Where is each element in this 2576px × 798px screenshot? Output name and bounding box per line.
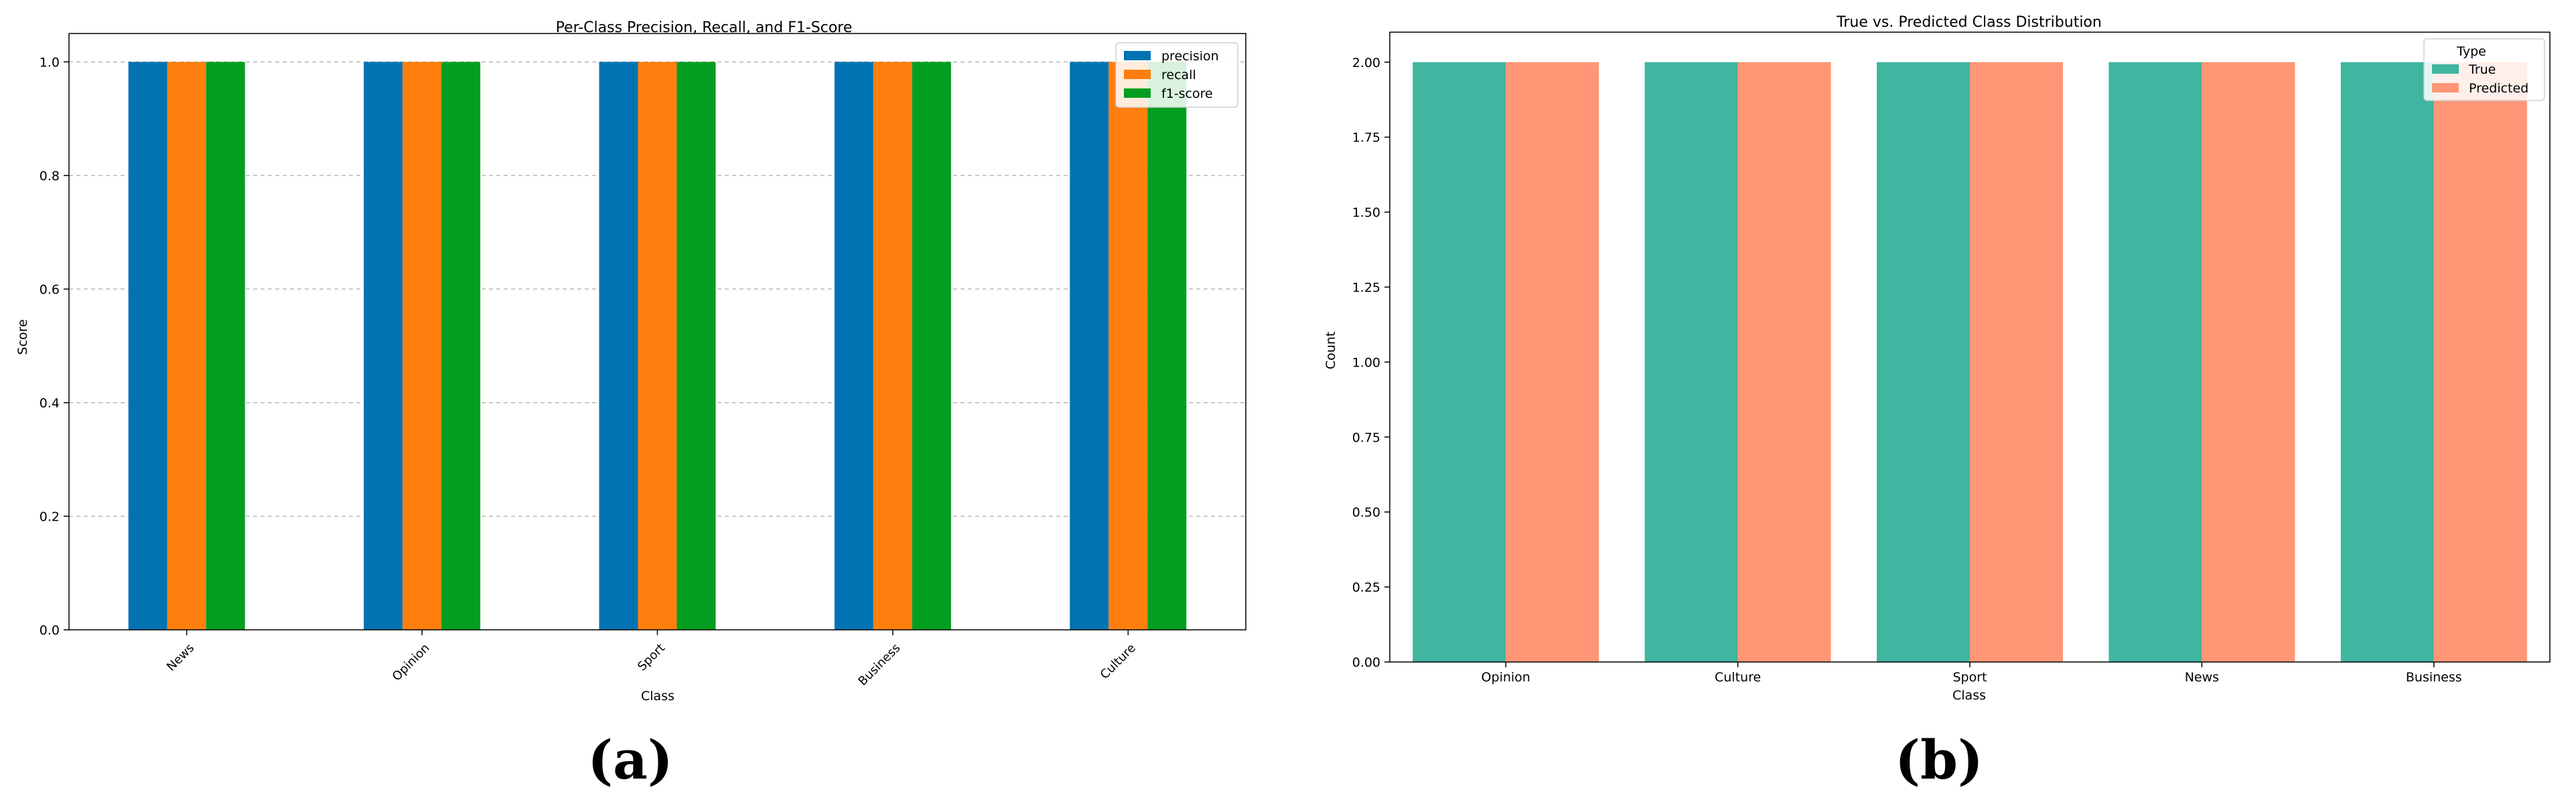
chart-a-bar-recall-news: [167, 62, 206, 630]
chart-a-legend-swatch: [1124, 51, 1151, 60]
chart-a-y-tick-label: 0.8: [40, 169, 60, 184]
chart-b-y-tick-label: 0.25: [1352, 580, 1380, 595]
chart-b-y-tick-label: 2.00: [1352, 56, 1380, 70]
chart-b-x-tick-label: Opinion: [1482, 670, 1530, 685]
chart-a-y-tick-label: 0.2: [40, 509, 60, 524]
chart-a-bar-recall-sport: [638, 62, 677, 630]
chart-b-bar-true-sport: [1877, 62, 1970, 662]
chart-b-y-ticks: 0.00 0.25 0.50 0.75 1.00 1.25 1.50 1.75 2.00: [1352, 56, 1390, 670]
chart-b-bar-true-culture: [1644, 62, 1738, 662]
chart-b-y-tick-label: 1.50: [1352, 206, 1380, 220]
chart-a-x-tick-label: Business: [855, 641, 903, 689]
chart-a-bar-recall-business: [873, 62, 912, 630]
chart-a-bar-f1-score-culture: [1147, 62, 1187, 630]
chart-a-x-tick-label: Sport: [635, 641, 668, 674]
chart-b-y-tick-label: 1.00: [1352, 355, 1380, 370]
chart-a-y-ticks: 0.0 0.2 0.4 0.6 0.8 1.0: [40, 55, 69, 638]
chart-a-bar-precision-business: [834, 62, 873, 630]
chart-a-bar-precision-news: [128, 62, 167, 630]
chart-b-title: True vs. Predicted Class Distribution: [1836, 14, 2102, 31]
chart-a-x-ticks: News Opinion Sport Business Culture: [164, 630, 1139, 689]
chart-a-x-tick-label: Opinion: [390, 641, 433, 684]
chart-a-bar-f1-score-business: [912, 62, 951, 630]
chart-a-y-tick-label: 1.0: [40, 55, 60, 70]
chart-b-y-tick-label: 0.50: [1352, 505, 1380, 520]
chart-b-x-ticks: Opinion Culture Sport News Business: [1482, 662, 2462, 685]
chart-b-legend-label: Predicted: [2469, 81, 2528, 96]
chart-b-legend-swatch: [2432, 64, 2459, 74]
chart-b-bar-true-news: [2108, 62, 2202, 662]
chart-a-x-label: Class: [641, 689, 674, 704]
chart-b-y-tick-label: 1.75: [1352, 131, 1380, 145]
chart-b-bar-true-business: [2340, 62, 2434, 662]
chart-a-bar-recall-culture: [1108, 62, 1148, 630]
chart-b-bar-predicted-business: [2433, 62, 2527, 662]
chart-a-legend-label: f1-score: [1161, 86, 1213, 101]
chart-a-bar-f1-score-opinion: [441, 62, 481, 630]
chart-b-x-label: Class: [1952, 688, 1986, 703]
chart-a-y-tick-label: 0.6: [40, 282, 60, 297]
panel-label-a: (a): [587, 728, 673, 791]
chart-b-y-label: Count: [1323, 332, 1338, 369]
chart-a-x-tick-label: News: [164, 641, 197, 674]
chart-a-x-tick-label: Culture: [1098, 641, 1139, 682]
chart-b-y-tick-label: 0.00: [1352, 655, 1380, 670]
chart-b-x-tick-label: Culture: [1715, 670, 1761, 685]
chart-b-y-tick-label: 1.25: [1352, 280, 1380, 295]
chart-a-legend: precision recall f1-score: [1115, 42, 1238, 108]
chart-a-bar-recall-opinion: [403, 62, 442, 630]
chart-a-bars: [128, 62, 1187, 630]
chart-b-legend-swatch: [2432, 83, 2459, 92]
chart-a-legend-swatch: [1124, 88, 1151, 98]
chart-b-x-tick-label: Sport: [1952, 670, 1987, 685]
chart-a-legend-label: recall: [1161, 68, 1196, 82]
chart-a-y-tick-label: 0.4: [40, 396, 60, 411]
chart-a-bar-f1-score-sport: [676, 62, 716, 630]
chart-b-bar-predicted-news: [2202, 62, 2295, 662]
chart-a-bar-precision-opinion: [364, 62, 403, 630]
panel-label-b: (b): [1895, 728, 1983, 791]
chart-a-y-label: Score: [15, 319, 30, 354]
chart-b-x-tick-label: Business: [2406, 670, 2462, 685]
chart-b-bar-predicted-opinion: [1506, 62, 1599, 662]
chart-b-x-tick-label: News: [2185, 670, 2219, 685]
chart-b-y-tick-label: 0.75: [1352, 430, 1380, 445]
chart-a-y-tick-label: 0.0: [40, 623, 60, 638]
chart-b-bars: [1413, 62, 2527, 662]
chart-b-legend-title: Type: [2456, 44, 2486, 59]
chart-a-legend-label: precision: [1161, 49, 1219, 64]
chart-a-gridlines: [69, 61, 1246, 517]
chart-b-legend: Type True Predicted: [2423, 38, 2545, 101]
chart-a-legend-swatch: [1124, 70, 1151, 79]
chart-b-bar-predicted-sport: [1970, 62, 2063, 662]
chart-b: True vs. Predicted Class Distribution 0.…: [1323, 14, 2551, 791]
chart-a-bar-precision-sport: [599, 62, 638, 630]
chart-b-bar-true-opinion: [1413, 62, 1506, 662]
chart-a: Per-Class Precision, Recall, and F1-Scor…: [15, 19, 1246, 791]
chart-b-legend-label: True: [2468, 62, 2496, 77]
chart-b-bar-predicted-culture: [1737, 62, 1831, 662]
chart-a-bar-precision-culture: [1070, 62, 1109, 630]
chart-a-bar-f1-score-news: [206, 62, 245, 630]
